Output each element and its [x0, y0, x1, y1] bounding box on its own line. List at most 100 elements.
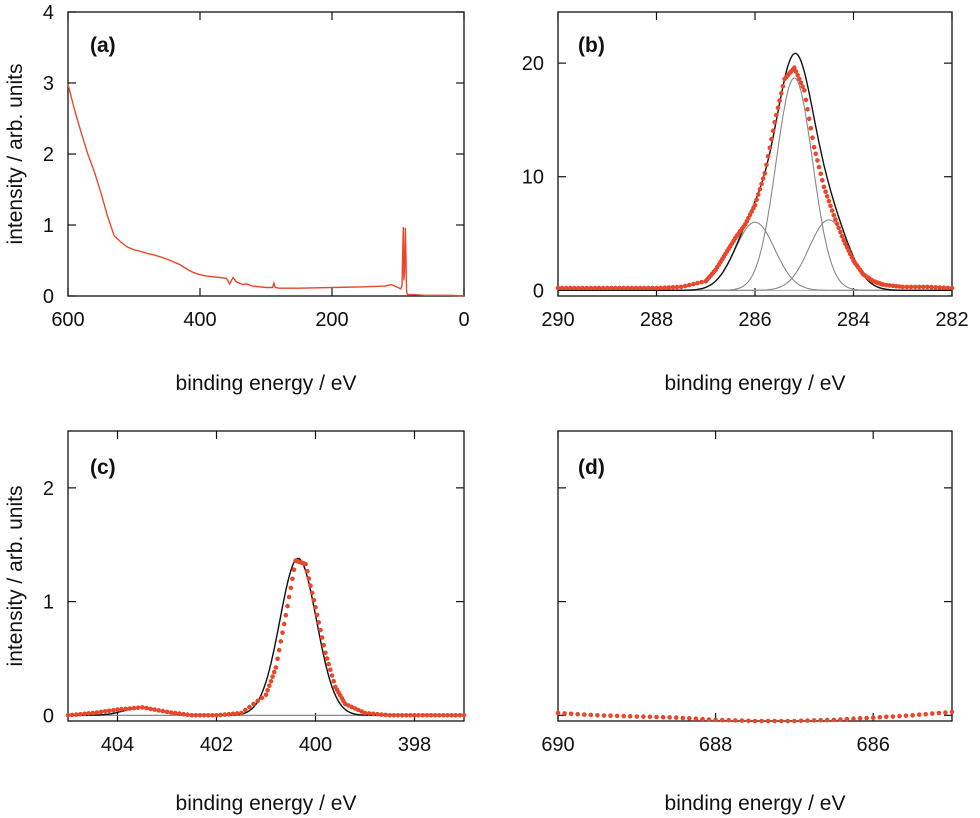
data-point [181, 711, 186, 717]
data-point [432, 713, 438, 718]
data-point [890, 714, 896, 719]
data-point [617, 285, 622, 291]
data-point [844, 244, 850, 250]
data-point [177, 711, 182, 716]
data-point [601, 713, 607, 718]
x-tick-label: 200 [315, 309, 348, 331]
data-point [798, 80, 804, 86]
data-point [285, 603, 290, 609]
data-point [767, 145, 773, 151]
panel-b-ticks: 290 288 286 284 282 0 10 20 [522, 12, 969, 331]
data-point [811, 144, 817, 150]
data-point [752, 718, 758, 724]
data-point [897, 713, 902, 719]
data-point [329, 673, 335, 678]
data-point [637, 285, 643, 291]
data-point [412, 713, 417, 718]
data-point [416, 713, 421, 718]
data-point [94, 710, 100, 715]
data-point [173, 710, 178, 716]
panel-d-ticks: 690 688 686 [541, 431, 952, 756]
data-point [864, 715, 869, 721]
data-point [222, 712, 228, 717]
data-point [949, 709, 955, 715]
fit-envelope-line [558, 52, 952, 291]
data-point [280, 630, 285, 635]
data-point [838, 717, 843, 722]
data-point [362, 710, 368, 716]
data-point [148, 706, 153, 712]
data-point [808, 126, 814, 131]
panel-c-frame [67, 430, 465, 722]
data-point [318, 627, 323, 633]
data-point [625, 285, 631, 291]
data-point [278, 639, 284, 644]
data-point [247, 704, 252, 710]
data-point [226, 711, 232, 717]
data-point [313, 605, 318, 610]
data-point [843, 241, 848, 246]
data-point [613, 285, 618, 291]
data-point [839, 233, 845, 239]
y-tick-label: 1 [43, 592, 54, 614]
data-point [210, 713, 215, 718]
data-point [399, 713, 405, 718]
data-point [273, 665, 279, 670]
data-point [693, 716, 699, 721]
data-point [366, 711, 372, 716]
data-point [695, 280, 700, 286]
y-tick-label: 4 [43, 2, 54, 24]
data-point [691, 281, 696, 287]
data-point [654, 714, 659, 720]
data-point [739, 718, 745, 723]
data-point [847, 251, 853, 257]
data-point [870, 715, 876, 720]
data-point [230, 711, 236, 717]
data-point [600, 285, 606, 291]
data-point [326, 661, 332, 667]
x-tick-label: 400 [183, 309, 216, 331]
data-point [445, 713, 450, 718]
data-point [828, 203, 833, 209]
data-point [605, 285, 610, 291]
data-point [762, 171, 768, 176]
data-point [78, 711, 83, 717]
data-point [844, 716, 850, 722]
data-point [119, 706, 124, 712]
data-point [833, 217, 838, 222]
data-point [387, 713, 393, 718]
data-point [884, 714, 889, 720]
x-tick-label: 290 [541, 309, 574, 331]
data-point [770, 128, 776, 133]
y-tick-label: 10 [522, 167, 544, 189]
data-point [923, 711, 928, 717]
data-point [243, 707, 248, 713]
data-point [929, 284, 934, 290]
data-point [941, 285, 947, 291]
data-point [588, 285, 594, 291]
data-point [682, 283, 688, 289]
data-point [111, 707, 116, 713]
data-point [772, 718, 777, 724]
data-point [641, 714, 646, 719]
data-point [654, 285, 659, 291]
data-point [937, 285, 942, 290]
data-point [437, 713, 442, 718]
x-tick-label: 398 [398, 734, 431, 756]
data-point [559, 285, 565, 291]
data-point [563, 285, 569, 291]
data-point [316, 620, 322, 625]
data-point [441, 713, 446, 718]
x-tick-label: 402 [200, 734, 233, 756]
data-point [127, 706, 133, 711]
data-point [680, 715, 686, 721]
panel-b: 290 288 286 284 282 0 10 20 (b) binding energy … [522, 11, 969, 395]
data-point [311, 597, 317, 603]
data-point [74, 712, 79, 717]
data-point [806, 116, 812, 122]
data-point [255, 698, 260, 704]
y-tick-label: 20 [522, 53, 544, 75]
survey-spectrum-line [67, 84, 465, 297]
data-point [582, 712, 587, 717]
